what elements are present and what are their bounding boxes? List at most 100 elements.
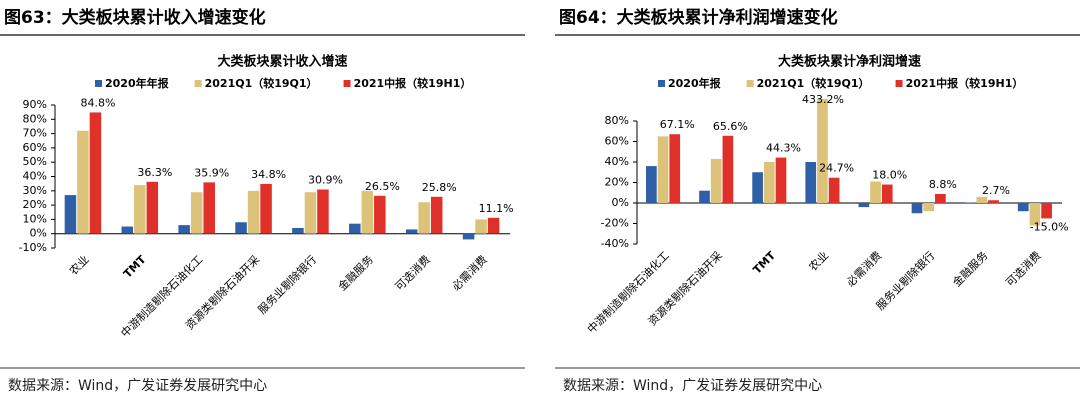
legend-label: 2021Q1（较19Q1） (205, 76, 318, 90)
bar (1041, 203, 1052, 219)
bar (646, 166, 657, 203)
bar (418, 202, 430, 234)
y-tick-label: 70% (23, 127, 47, 140)
value-label: 24.7% (819, 162, 854, 175)
bar (976, 196, 988, 203)
bar (858, 203, 870, 208)
x-tick-label: 可选消费 (392, 252, 433, 293)
bars (646, 99, 1052, 226)
bar (763, 162, 775, 203)
legend-label: 2020年年报 (105, 76, 170, 90)
y-tick-label: 80% (605, 114, 629, 127)
y-tick-label: 50% (23, 155, 47, 168)
bar (304, 192, 317, 234)
bar (317, 189, 329, 234)
bar (817, 99, 828, 203)
y-tick-label: 10% (23, 212, 47, 225)
y-tick-label: -40% (601, 237, 629, 250)
y-tick-label: 20% (605, 176, 629, 189)
legend-swatch (343, 80, 351, 87)
bar (805, 162, 817, 203)
x-tick-label: 可选消费 (1003, 248, 1044, 289)
y-tick-label: 30% (23, 184, 47, 197)
figure-title: 图63：大类板块累计收入增速变化 (4, 7, 266, 28)
value-label: 67.1% (660, 118, 695, 131)
bar (64, 195, 77, 234)
legend-swatch (95, 80, 102, 87)
value-label: 44.3% (766, 142, 801, 155)
bar (203, 182, 215, 234)
x-tick-label: 农业 (806, 248, 831, 273)
bar (1017, 203, 1029, 212)
value-label: 65.6% (713, 120, 748, 133)
bar (405, 229, 418, 234)
bar (964, 202, 976, 203)
value-label: 8.8% (929, 178, 957, 191)
x-tick-label: TMT (751, 249, 779, 277)
value-label: 18.0% (872, 169, 907, 182)
y-tick-label: 0% (30, 227, 47, 240)
bar (935, 193, 946, 203)
value-label: 433.2% (802, 93, 844, 106)
bar (235, 222, 247, 234)
bar (190, 192, 203, 234)
chart-title: 大类板块累计净利润增速 (778, 54, 921, 70)
x-tick-label: 必需消费 (843, 248, 884, 289)
y-tick-label: 60% (605, 135, 629, 148)
value-label: 36.3% (137, 166, 172, 179)
legend-swatch (658, 80, 665, 87)
bar (247, 190, 260, 234)
bar (710, 158, 722, 203)
legend-swatch (895, 80, 903, 87)
bar (722, 135, 734, 203)
bar (870, 181, 881, 203)
value-label: 84.8% (80, 96, 115, 109)
source: 数据来源：Wind，广发证券发展研究中心 (8, 378, 267, 394)
x-tick-label: 金融服务 (950, 248, 991, 289)
y-tick-label: -10% (19, 241, 47, 254)
legend-label: 2021Q1（较19Q1） (757, 76, 870, 90)
y-tick-label: 60% (23, 141, 47, 154)
y-tick-label: 40% (23, 170, 47, 183)
x-tick-label: 服务业剔除银行 (255, 252, 319, 316)
bar (430, 196, 443, 234)
figure-title: 图64：大类板块累计净利润增速变化 (559, 7, 838, 28)
bar (178, 225, 190, 234)
value-label: 34.8% (251, 168, 286, 181)
source: 数据来源：Wind，广发证券发展研究中心 (563, 378, 822, 394)
bar (374, 195, 386, 234)
y-tick-label: 40% (605, 155, 629, 168)
bar (260, 183, 272, 234)
legend-swatch (194, 80, 202, 87)
legend-label: 2021中报（较19H1） (354, 76, 472, 90)
chart-title: 大类板块累计收入增速 (217, 54, 347, 70)
bar (699, 190, 710, 203)
legend-label: 2020年报 (668, 76, 722, 90)
bar (134, 185, 146, 234)
bar (988, 200, 999, 203)
value-label: 11.1% (479, 202, 514, 215)
bars (64, 112, 500, 240)
value-label: 2.7% (982, 184, 1010, 197)
bar (911, 203, 923, 214)
bar (1029, 203, 1041, 226)
bar (881, 184, 893, 203)
bar (475, 219, 487, 234)
value-label: 35.9% (194, 166, 229, 179)
y-tick-label: 20% (23, 198, 47, 211)
bar (923, 203, 935, 212)
value-label: 25.8% (422, 181, 457, 194)
bar (89, 112, 102, 234)
y-tick-label: 80% (23, 112, 47, 125)
x-tick-label: 必需消费 (449, 252, 490, 293)
bar (77, 130, 89, 234)
bar (752, 172, 763, 203)
x-tick-label: 农业 (66, 252, 91, 277)
y-tick-label: 90% (23, 98, 47, 111)
legend-label: 2021中报（较19H1） (906, 76, 1024, 90)
bar (657, 136, 669, 203)
bar (292, 227, 304, 234)
bar (146, 181, 159, 234)
